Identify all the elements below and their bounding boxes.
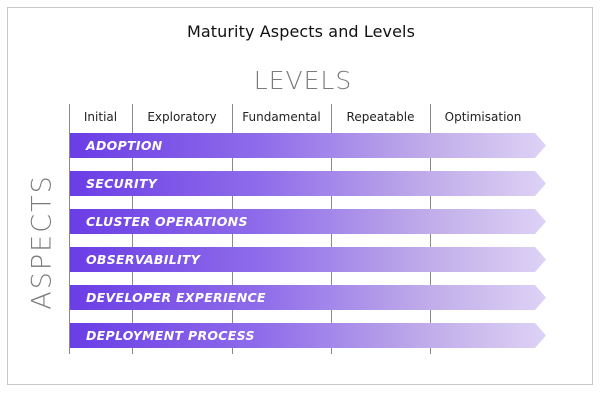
level-divider: [69, 104, 70, 354]
aspect-label: ADOPTION: [86, 138, 163, 153]
level-label-optimisation: Optimisation: [444, 110, 522, 124]
aspect-arrow-developer-experience: DEVELOPER EXPERIENCE: [70, 285, 546, 310]
diagram-frame: [7, 7, 593, 385]
level-label-repeatable: Repeatable: [346, 110, 415, 124]
aspect-arrow-observability: OBSERVABILITY: [70, 247, 546, 272]
aspects-heading: ASPECTS: [26, 174, 58, 310]
level-label-initial: Initial: [83, 110, 118, 124]
aspect-label: CLUSTER OPERATIONS: [86, 214, 248, 229]
levels-heading: LEVELS: [253, 66, 353, 95]
aspect-arrow-security: SECURITY: [70, 171, 546, 196]
level-label-exploratory: Exploratory: [147, 110, 217, 124]
aspect-arrow-adoption: ADOPTION: [70, 133, 546, 158]
aspect-arrow-deployment-process: DEPLOYMENT PROCESS: [70, 323, 546, 348]
aspect-arrow-cluster-operations: CLUSTER OPERATIONS: [70, 209, 546, 234]
aspect-label: DEPLOYMENT PROCESS: [86, 328, 255, 343]
aspect-label: DEVELOPER EXPERIENCE: [86, 290, 266, 305]
diagram-title: Maturity Aspects and Levels: [186, 22, 416, 41]
aspect-label: SECURITY: [86, 176, 158, 191]
aspect-label: OBSERVABILITY: [86, 252, 201, 267]
level-label-fundamental: Fundamental: [242, 110, 321, 124]
